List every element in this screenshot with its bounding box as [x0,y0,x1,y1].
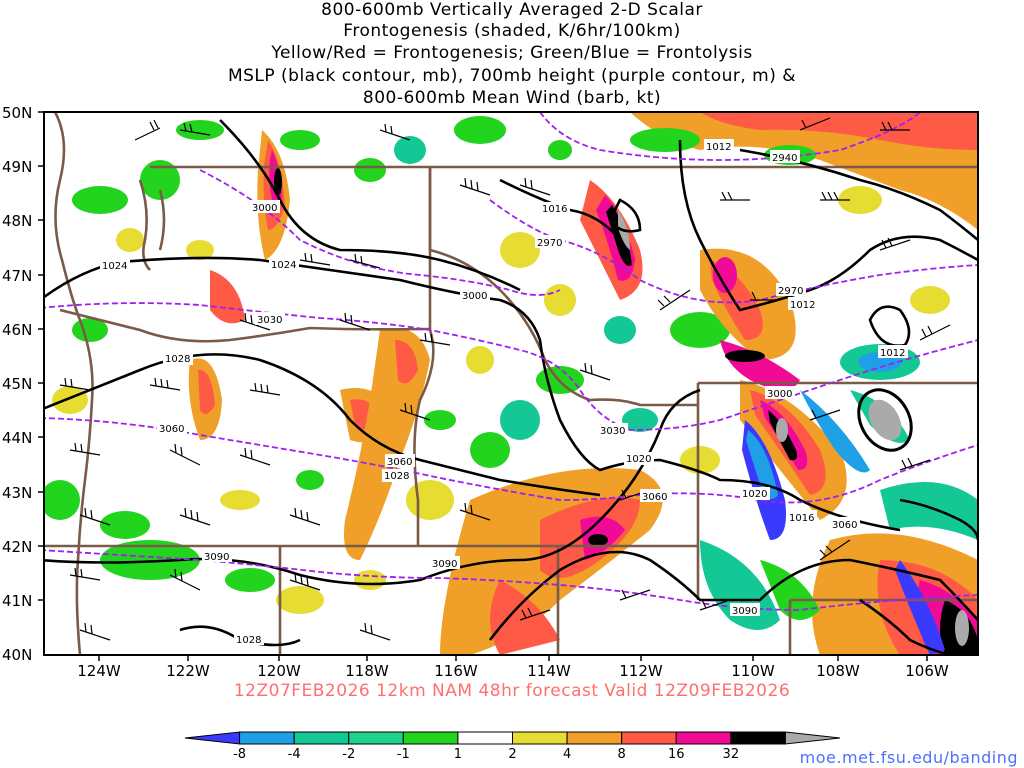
lon-label: 118W [345,662,389,680]
title-line-5: 800-600mb Mean Wind (barb, kt) [362,88,662,108]
colorbar-tick-label: 8 [618,747,626,762]
lat-label: 50N [2,104,32,122]
lon-label: 124W [77,662,121,680]
lon-label: 114W [527,662,571,680]
title-line-2: Frontogenesis (shaded, K/6hr/100km) [343,21,681,41]
colorbar-cell [239,731,295,745]
colorbar-cell [348,731,404,745]
height-label: 2970 [537,238,562,249]
height-label: 3000 [462,291,487,302]
lat-label: 41N [2,592,32,610]
lat-label: 43N [2,484,32,502]
lat-label: 45N [2,375,32,393]
lat-label: 42N [2,538,32,556]
lon-label: 112W [619,662,663,680]
height-label: 3060 [387,457,412,468]
contour-labels: 1012 1016 1020 1024 1028 2940 2970 3000 … [100,139,908,646]
mslp-label: 1016 [542,204,567,215]
colorbar-cell [621,731,677,745]
mslp-label: 1024 [102,261,127,272]
latitude-axis: 50N 49N 48N 47N 46N 45N 44N 43N 42N 41N … [2,104,44,664]
lon-label: 106W [905,662,949,680]
colorbar-cell [784,731,841,745]
colorbar-cell [566,731,623,745]
boundary-lines [44,112,978,655]
lon-label: 122W [166,662,210,680]
height-label: 3090 [432,559,457,570]
lon-label: 110W [731,662,775,680]
mslp-label: 1020 [742,489,767,500]
colorbar-tick-label: 1 [454,747,462,762]
lat-label: 46N [2,321,32,339]
colorbar-tick-label: 16 [668,747,685,762]
colorbar: -8 -4 -2 -1 1 2 4 8 16 32 [184,731,841,762]
mslp-label: 1024 [271,260,296,271]
colorbar-cell [457,731,513,745]
longitude-axis: 124W 122W 120W 118W 116W 114W 112W 110W … [77,655,949,680]
colorbar-tick-label: -2 [342,747,355,762]
height-label: 3030 [257,315,282,326]
height-label: 3090 [732,606,757,617]
mslp-label: 1028 [165,354,190,365]
mslp-label: 1028 [236,635,261,646]
lat-label: 49N [2,158,32,176]
title-line-3: Yellow/Red = Frontogenesis; Green/Blue =… [271,43,753,63]
height-label: 3030 [600,426,625,437]
colorbar-cell [730,731,786,745]
height-contours [44,112,978,611]
wind-barbs [59,117,951,641]
mslp-contours [44,119,978,655]
height-label: 3060 [159,424,184,435]
lon-label: 120W [257,662,301,680]
height-label: 3060 [832,520,857,531]
colorbar-cell [402,731,459,745]
frontogenesis-map: 1012 1016 1020 1024 1028 2940 2970 3000 … [2,104,979,680]
lat-label: 47N [2,267,32,285]
lat-label: 40N [2,646,32,664]
colorbar-cell [512,731,568,745]
colorbar-tick-label: 32 [723,747,740,762]
colorbar-cell [675,731,732,745]
mslp-label: 1028 [384,471,409,482]
mslp-label: 1012 [706,142,731,153]
mslp-label: 1016 [789,513,814,524]
credit-link[interactable]: moe.met.fsu.edu/banding [799,748,1018,767]
height-label: 2940 [772,153,797,164]
colorbar-tick-label: 4 [563,747,571,762]
colorbar-tick-label: -4 [288,747,301,762]
colorbar-tick-label: -8 [233,747,246,762]
mslp-label: 1020 [626,454,651,465]
colorbar-cell [184,731,241,745]
colorbar-tick-label: -1 [397,747,410,762]
height-label: 3000 [767,389,792,400]
height-label: 3060 [642,492,667,503]
lat-label: 44N [2,429,32,447]
lat-label: 48N [2,212,32,230]
height-label: 3000 [252,203,277,214]
frontogenesis-shading [44,112,978,655]
mslp-label: 1012 [880,348,905,359]
height-label: 2970 [778,286,803,297]
title-line-1: 800-600mb Vertically Averaged 2-D Scalar [321,0,703,20]
mslp-label: 1012 [790,300,815,311]
colorbar-tick-label: 2 [508,747,516,762]
title-line-4: MSLP (black contour, mb), 700mb height (… [227,66,797,86]
lon-label: 108W [816,662,860,680]
forecast-subtitle: 12Z07FEB2026 12km NAM 48hr forecast Vali… [233,681,791,701]
colorbar-cell [293,731,350,745]
height-label: 3090 [204,552,229,563]
lon-label: 116W [434,662,478,680]
